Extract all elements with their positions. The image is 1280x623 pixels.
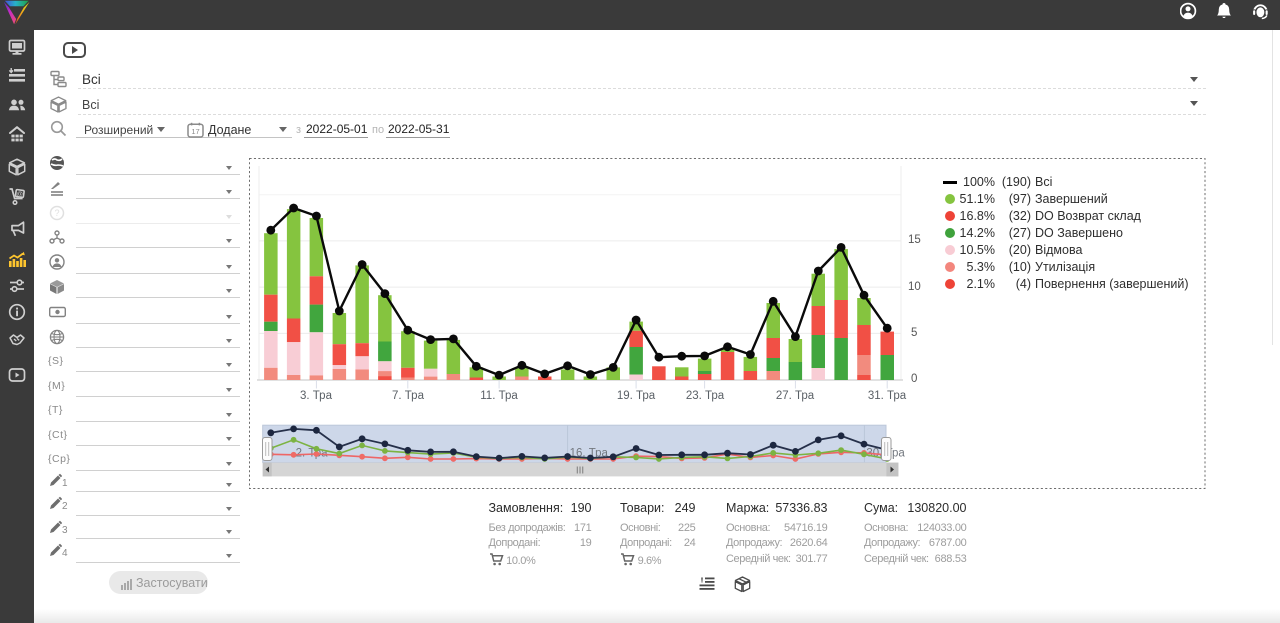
svg-text:17: 17 xyxy=(191,127,199,136)
svg-text:@: @ xyxy=(16,191,23,198)
svg-text:?: ? xyxy=(54,208,59,218)
svg-text:III: III xyxy=(576,466,584,477)
